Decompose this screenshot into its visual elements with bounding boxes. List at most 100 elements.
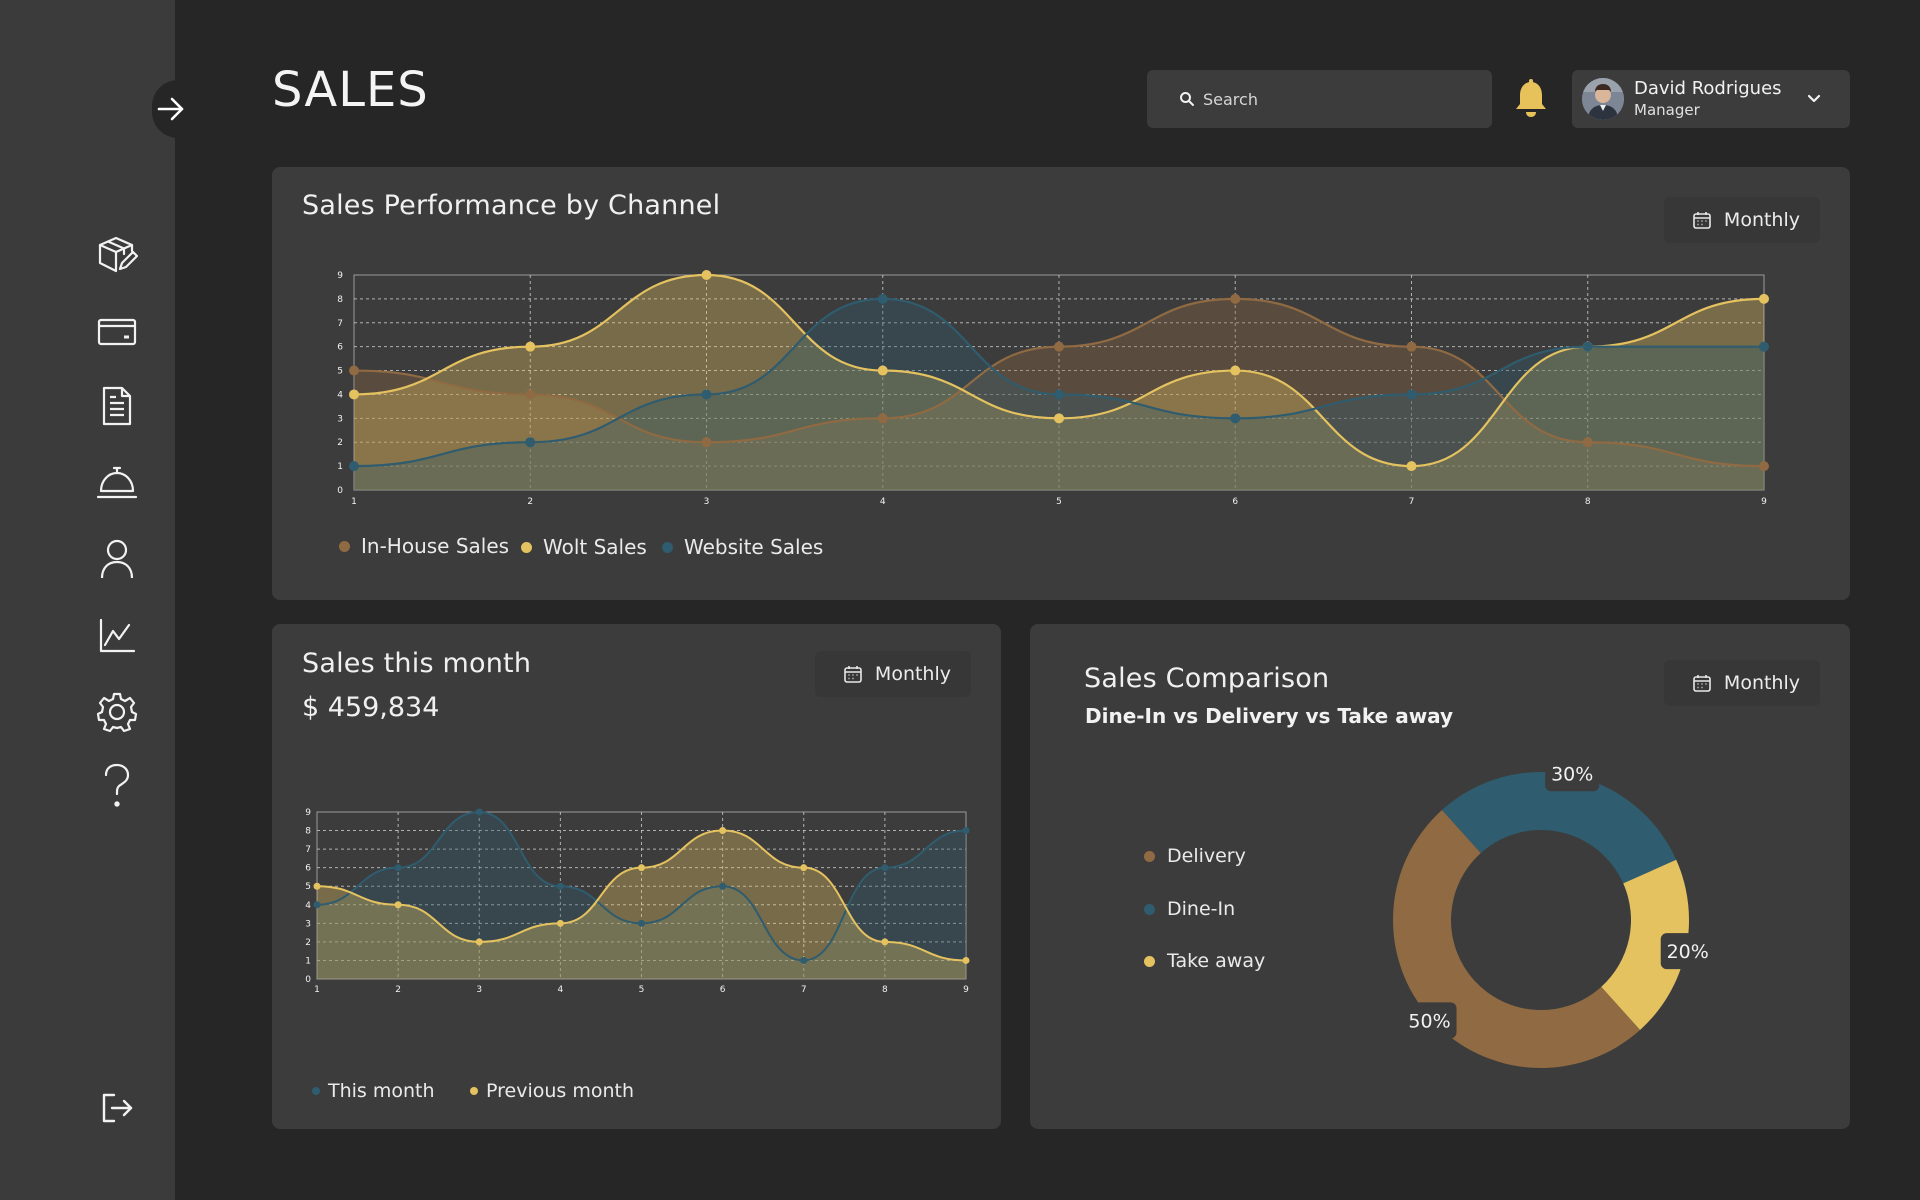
x-tick-label: 3 [476,985,482,995]
wallet-icon[interactable] [93,308,141,356]
data-point [349,461,359,472]
user-role: Manager [1634,101,1700,119]
data-point [313,901,321,909]
data-point [881,864,889,872]
x-tick-label: 8 [1585,497,1591,507]
data-point [962,827,970,835]
legend-wolt: Wolt Sales [521,535,647,559]
data-point [1759,293,1769,304]
legend-dot [1144,903,1155,915]
legend-website: Website Sales [662,535,823,559]
data-point [800,956,808,964]
data-point [877,413,888,424]
user-profile-menu[interactable]: David Rodrigues Manager [1572,70,1850,128]
y-tick-label: 3 [337,414,343,424]
calendar-icon [844,666,862,683]
data-point [1406,341,1417,352]
data-point [638,919,645,927]
y-tick-label: 2 [305,938,311,948]
y-tick-label: 7 [337,319,343,329]
donut-label-bg [1402,1002,1457,1039]
y-tick-label: 3 [305,919,311,929]
x-tick-label: 9 [963,985,969,995]
sidebar [0,0,175,1200]
legend-dot [312,1087,320,1095]
data-point [313,882,321,890]
y-tick-label: 9 [337,271,343,281]
calendar-icon [1693,212,1711,229]
legend-label: Take away [1167,950,1266,972]
period-label: Monthly [1723,209,1800,231]
donut-label-bg [1660,933,1715,970]
legend-previous-month: Previous month [470,1080,634,1102]
donut-label: 30% [1545,755,1600,792]
page-title: SALES [272,62,429,118]
data-point [1054,413,1064,424]
y-tick-label: 6 [337,343,343,353]
sales-comparison-donut: 30% 20% 50% [1393,755,1715,1068]
donut-slice [1601,859,1689,1030]
user-icon[interactable] [93,535,141,583]
sales-comparison-subtitle: Dine-In vs Delivery vs Take away [1085,704,1454,728]
data-point [349,389,359,400]
data-point [1054,341,1064,352]
donut-label: 50% [1402,1002,1457,1039]
calendar-icon [1693,675,1711,692]
legend-delivery: Delivery [1144,845,1246,867]
x-tick-label: 8 [882,985,888,995]
data-point [556,882,564,890]
x-tick-label: 3 [704,497,710,507]
y-tick-label: 5 [305,882,311,892]
period-select-month[interactable]: Monthly [814,651,971,697]
data-point [800,864,808,872]
legend-dot [521,541,532,553]
x-tick-label: 6 [1232,497,1238,507]
sales-performance-title: Sales Performance by Channel [302,190,721,221]
document-icon[interactable] [93,382,141,430]
sales-month-title: Sales this month [302,648,532,679]
period-select-comparison[interactable]: Monthly [1663,660,1820,706]
user-name: David Rodrigues [1634,78,1782,99]
legend-this-month: This month [312,1080,435,1102]
data-point [1582,437,1593,448]
data-point [881,938,889,946]
donut-slice [1393,810,1641,1068]
series-line [353,297,1764,468]
data-point [525,341,536,352]
chart-line-icon[interactable] [93,612,141,660]
donut-slice [1441,772,1677,884]
sidebar-toggle-button[interactable] [152,80,204,138]
x-tick-label: 1 [351,497,357,507]
search-input[interactable] [1203,89,1483,109]
arrow-right-icon [157,97,184,121]
x-tick-label: 4 [558,985,564,995]
data-point [701,437,712,448]
donut-label-text: 30% [1551,763,1593,785]
sales-comparison-title: Sales Comparison [1084,663,1330,694]
box-edit-icon[interactable] [93,230,141,278]
y-tick-label: 2 [337,438,343,448]
search-box[interactable] [1147,70,1492,128]
data-point [701,270,712,280]
data-point [701,389,712,400]
bell-icon[interactable] [1513,79,1549,119]
x-tick-label: 7 [801,985,807,995]
sales-month-amount: $ 459,834 [302,692,440,723]
cloche-icon[interactable] [93,459,141,507]
gear-icon[interactable] [93,688,141,736]
legend-label: In-House Sales [361,534,510,558]
period-select-performance[interactable]: Monthly [1663,197,1820,243]
data-point [556,919,564,927]
data-point [638,864,645,872]
data-point [877,293,888,304]
x-tick-label: 1 [314,985,320,995]
logout-icon[interactable] [93,1084,141,1132]
help-icon[interactable] [93,762,141,810]
data-point [877,365,888,376]
data-point [1406,461,1417,472]
y-tick-label: 8 [337,295,343,305]
legend-label: This month [328,1080,435,1102]
legend-label: Wolt Sales [543,535,647,559]
legend-dot [662,541,673,553]
